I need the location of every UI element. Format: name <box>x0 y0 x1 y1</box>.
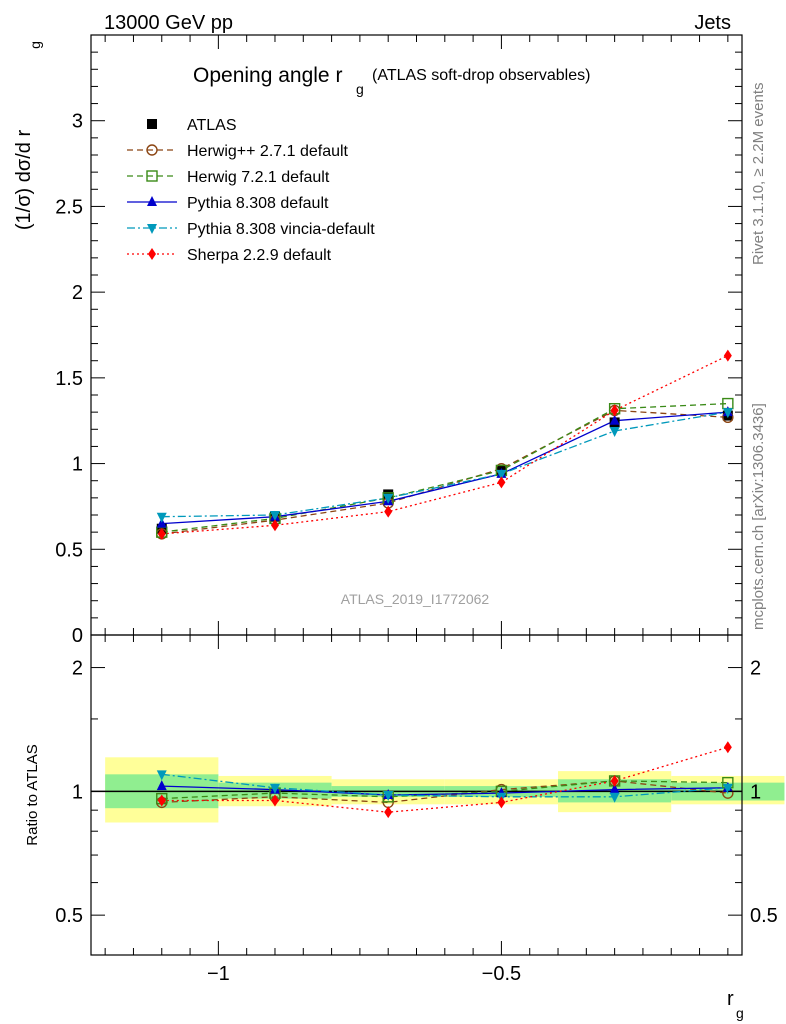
ratio-y-tick-label-right: 2 <box>750 658 761 680</box>
data-point-pythia-8-308-vincia-default <box>609 427 620 437</box>
legend: ATLAS Herwig++ 2.7.1 default Herwig 7.2.1 … <box>127 117 375 264</box>
legend-marker <box>147 196 157 206</box>
main-plot: Opening angle r g (ATLAS soft-drop obser… <box>13 34 743 647</box>
ratio-point-sherpa-2-2-9-default <box>610 774 619 787</box>
data-point-pythia-8-308-vincia-default <box>383 493 394 504</box>
ratio-point-sherpa-2-2-9-default <box>270 794 279 807</box>
legend-marker <box>147 119 157 129</box>
ratio-point-pythia-8-308-vincia-default <box>383 790 394 801</box>
ratio-ylabel: Ratio to ATLAS <box>24 744 41 845</box>
ratio-point-pythia-8-308-default <box>156 780 167 791</box>
ratio-xlabel: r <box>727 988 734 1010</box>
legend-label: Pythia 8.308 vincia-default <box>187 221 375 238</box>
data-point-sherpa-2-2-9-default <box>610 404 619 417</box>
main-title-text: Opening angle r <box>193 64 342 87</box>
data-point-pythia-8-308-vincia-default <box>269 511 280 521</box>
y-tick-label: 1.5 <box>55 368 83 390</box>
y-tick-label: 3 <box>72 111 83 133</box>
process-label: Jets <box>694 12 731 34</box>
data-point-pythia-8-308-vincia-default <box>722 408 733 419</box>
legend-label: Herwig 7.2.1 default <box>187 169 330 186</box>
ratio-point-pythia-8-308-vincia-default <box>156 770 167 781</box>
ratio-plot-frame <box>90 634 743 956</box>
y-tick-label: 2.5 <box>55 196 83 218</box>
main-ylabel-sub: g <box>27 41 43 49</box>
data-point-pythia-8-308-default <box>609 414 620 425</box>
ratio-point-pythia-8-308-vincia-default <box>722 783 733 794</box>
y-tick-label: 0.5 <box>55 539 83 561</box>
ratio-point-sherpa-2-2-9-default <box>157 794 166 807</box>
x-tick-label: −1 <box>207 963 230 985</box>
data-point-sherpa-2-2-9-default <box>723 349 732 362</box>
y-tick-label: 0 <box>72 625 83 647</box>
legend-item-herwig-2-7-1-default: Herwig++ 2.7.1 default <box>127 143 349 160</box>
rivet-label: Rivet 3.1.10, ≥ 2.2M events <box>750 83 767 266</box>
legend-marker <box>148 248 156 260</box>
ratio-point-sherpa-2-2-9-default <box>497 796 506 809</box>
energy-label: 13000 GeV pp <box>104 12 233 34</box>
legend-item-pythia-8-308-vincia-default: Pythia 8.308 vincia-default <box>127 221 375 238</box>
ratio-y-tick-label-right: 0.5 <box>750 905 778 927</box>
ratio-y-tick-label: 1 <box>72 781 83 803</box>
data-point-sherpa-2-2-9-default <box>497 476 506 489</box>
series-line-herwig-2-7-1-default <box>161 409 728 535</box>
data-point-sherpa-2-2-9-default <box>270 519 279 532</box>
ratio-point-pythia-8-308-vincia-default <box>609 792 620 803</box>
x-tick-label: −0.5 <box>482 963 521 985</box>
data-point-sherpa-2-2-9-default <box>157 527 166 540</box>
ratio-point-sherpa-2-2-9-default <box>384 806 393 819</box>
data-point-sherpa-2-2-9-default <box>384 505 393 518</box>
legend-label: Pythia 8.308 default <box>187 195 329 212</box>
ratio-point-pythia-8-308-default <box>609 783 620 794</box>
legend-marker <box>146 170 158 182</box>
main-title-extra: (ATLAS soft-drop observables) <box>372 67 590 84</box>
data-point-pythia-8-308-vincia-default <box>156 512 167 523</box>
series-line-sherpa-2-2-9-default <box>161 355 729 535</box>
ratio-xlabel-sub: g <box>736 1005 744 1021</box>
main-ylabel: (1/σ) dσ/d r <box>13 130 35 231</box>
legend-label: Sherpa 2.2.9 default <box>187 247 332 264</box>
legend-marker <box>146 144 158 156</box>
ratio-point-sherpa-2-2-9-default <box>723 741 732 754</box>
legend-item-atlas: ATLAS <box>147 117 237 134</box>
main-title: Opening angle r <box>193 64 342 87</box>
series-line-pythia-8-308-vincia-default <box>161 411 728 518</box>
series-line-pythia-8-308-default <box>161 411 728 525</box>
legend-marker <box>147 224 157 234</box>
main-ylabel-text: (1/σ) dσ/d r <box>13 130 35 231</box>
ratio-line-sherpa-2-2-9-default <box>161 746 728 813</box>
ratio-y-tick-label: 0.5 <box>55 905 83 927</box>
ratio-y-tick-label: 2 <box>72 658 83 680</box>
data-point-pythia-8-308-vincia-default <box>496 469 507 480</box>
series-line-herwig-7-2-1-default <box>161 402 728 533</box>
ratio-point-pythia-8-308-vincia-default <box>269 783 280 794</box>
ratio-line-pythia-8-308-default <box>161 785 728 796</box>
legend-label: ATLAS <box>187 117 237 134</box>
ratio-plot: 0.5 0.5 1 1 2 2 −1 −0.5 Ratio to ATLAS r g <box>24 634 785 1021</box>
legend-label: Herwig++ 2.7.1 default <box>187 143 349 160</box>
legend-item-pythia-8-308-default: Pythia 8.308 default <box>127 195 329 212</box>
main-title-sub: g <box>356 81 364 97</box>
y-tick-label: 1 <box>72 454 83 476</box>
mcplots-label: mcplots.cern.ch [arXiv:1306.3436] <box>750 403 767 630</box>
y-tick-label: 2 <box>72 282 83 304</box>
ratio-line-pythia-8-308-vincia-default <box>161 773 728 798</box>
watermark: ATLAS_2019_I1772062 <box>341 591 490 607</box>
legend-item-sherpa-2-2-9-default: Sherpa 2.2.9 default <box>127 247 332 264</box>
legend-item-herwig-7-2-1-default: Herwig 7.2.1 default <box>127 169 330 186</box>
ratio-y-tick-label-right: 1 <box>750 781 761 803</box>
